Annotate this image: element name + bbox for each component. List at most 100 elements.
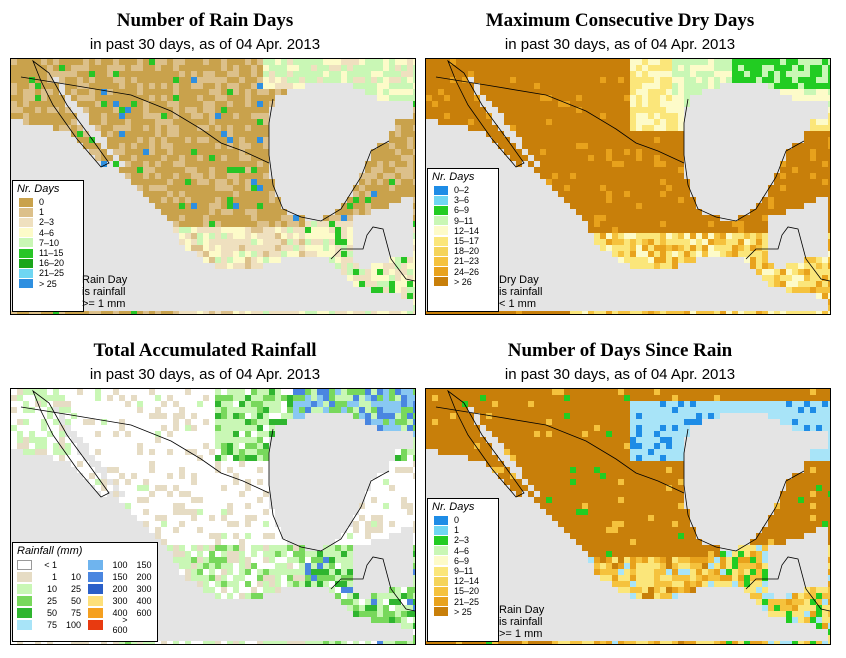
gulf-coastline	[268, 98, 390, 222]
legend-item: 12–14	[428, 576, 498, 586]
legend-label: 21–25	[454, 596, 480, 607]
map-rainfall	[10, 388, 416, 645]
gulf-coastline	[683, 98, 805, 222]
legend-title: Rainfall (mm)	[17, 545, 83, 557]
legend-swatch	[19, 197, 33, 207]
legend-swatch	[434, 185, 448, 195]
legend-label: 7–10	[39, 237, 60, 248]
legend-swatch	[87, 608, 103, 618]
legend-swatch	[17, 572, 32, 582]
gulf-coastline	[268, 428, 390, 552]
legend-item: 0	[428, 515, 498, 525]
legend-item: 9–11	[428, 216, 498, 226]
panel-subtitle: in past 30 days, as of 04 Apr. 2013	[504, 36, 736, 53]
legend-swatch	[19, 228, 33, 238]
legend-range-low: 10	[46, 584, 57, 594]
legend-item: 1 10	[13, 571, 81, 583]
panel-subtitle: in past 30 days, as of 04 Apr. 2013	[504, 366, 736, 383]
legend-swatch	[434, 205, 448, 215]
legend-label: 24–26	[454, 266, 480, 277]
legend-item: < 1	[13, 559, 81, 571]
legend-item: 18–20	[428, 246, 498, 256]
legend-range-low: 400	[112, 608, 128, 618]
legend-swatch	[87, 560, 103, 570]
us-mexico-border	[20, 406, 270, 494]
legend-range-low: 25	[46, 596, 57, 606]
legend-rain-days: Nr. Days 0 1 2–3 4–6 7–10 11–15 16–20 21–25 > 25	[12, 180, 84, 312]
panel-rain-days: Number of Rain Days in past 30 days, as …	[0, 0, 416, 320]
legend-label: 3–6	[454, 195, 470, 206]
legend-item: 16–20	[13, 258, 83, 268]
definition-note: Rain Day is rainfall >= 1 mm	[499, 604, 545, 640]
legend-swatch	[434, 515, 448, 525]
legend-item: 6–9	[428, 205, 498, 215]
panel-dry-days: Maximum Consecutive Dry Days in past 30 …	[415, 0, 831, 320]
legend-item: > 25	[13, 279, 83, 289]
legend-swatch	[434, 195, 448, 205]
legend-item: 9–11	[428, 566, 498, 576]
legend-swatch	[434, 277, 448, 287]
legend-swatch	[17, 620, 32, 630]
legend-label: 0	[454, 515, 460, 526]
legend-item: 7–10	[13, 238, 83, 248]
panel-title: Number of Rain Days	[116, 10, 294, 31]
legend-dry-days: Nr. Days 0–2 3–6 6–9 9–11 12–14 15–17 18–20 21–…	[427, 168, 499, 312]
panel-title: Maximum Consecutive Dry Days	[485, 10, 755, 31]
legend-range-high: 10	[70, 572, 81, 582]
legend-swatch	[434, 525, 448, 535]
legend-item: 11–15	[13, 248, 83, 258]
legend-item: 25 50	[13, 595, 81, 607]
baja-california-outline	[447, 389, 525, 498]
legend-item: 300 400	[84, 595, 152, 607]
legend-days-since-rain: Nr. Days 0 1 2–3 4–6 6–9 9–11 12–14 15–20 21–25 >…	[427, 498, 499, 642]
legend-range-high: 150	[136, 560, 152, 570]
legend-swatch	[17, 608, 32, 618]
us-mexico-border	[435, 76, 685, 164]
legend-item: 75 100	[13, 619, 81, 631]
panel-title: Total Accumulated Rainfall	[93, 340, 317, 361]
legend-label: 0	[39, 197, 45, 208]
legend-label: 1	[454, 525, 460, 536]
legend-label: 6–9	[454, 205, 470, 216]
legend-swatch	[434, 556, 448, 566]
legend-swatch	[434, 246, 448, 256]
legend-item: 12–14	[428, 226, 498, 236]
legend-swatch	[434, 597, 448, 607]
legend-item: > 25	[428, 607, 498, 617]
baja-california-outline	[447, 59, 525, 168]
legend-item: 50 75	[13, 607, 81, 619]
legend-swatch	[19, 258, 33, 268]
legend-label: 2–3	[39, 217, 55, 228]
gulf-coastline	[683, 428, 805, 552]
legend-swatch	[19, 248, 33, 258]
baja-california-outline	[32, 389, 110, 498]
legend-range-low: 100	[112, 560, 128, 570]
legend-label: 9–11	[454, 215, 474, 226]
grid-cells	[426, 59, 830, 314]
legend-range-high: 75	[70, 608, 81, 618]
us-mexico-border	[20, 76, 270, 164]
legend-item: 150 200	[84, 571, 152, 583]
legend-label: > 26	[454, 276, 472, 287]
legend-item: > 26	[428, 277, 498, 287]
legend-label: 15–20	[454, 586, 480, 597]
legend-range-low: 200	[112, 584, 128, 594]
legend-range-low: 75	[46, 620, 57, 630]
central-america-border	[745, 556, 830, 612]
legend-range-low: 300	[112, 596, 128, 606]
legend-label: 21–25	[39, 268, 65, 279]
legend-range-high: 600	[136, 608, 152, 618]
legend-item: 21–25	[428, 597, 498, 607]
legend-range-high: 300	[136, 584, 152, 594]
legend-swatch	[434, 535, 448, 545]
panel-days-since-rain: Number of Days Since Rain in past 30 day…	[415, 330, 831, 650]
legend-range-low: 50	[46, 608, 57, 618]
legend-item: 4–6	[428, 546, 498, 556]
central-america-border	[745, 226, 830, 282]
grid-cells	[426, 389, 830, 644]
legend-swatch	[434, 267, 448, 277]
legend-label: 0–2	[454, 185, 470, 196]
definition-note: Rain Day is rainfall >= 1 mm	[82, 274, 128, 310]
panel-subtitle: in past 30 days, as of 04 Apr. 2013	[89, 36, 321, 53]
legend-item: 200 300	[84, 583, 152, 595]
